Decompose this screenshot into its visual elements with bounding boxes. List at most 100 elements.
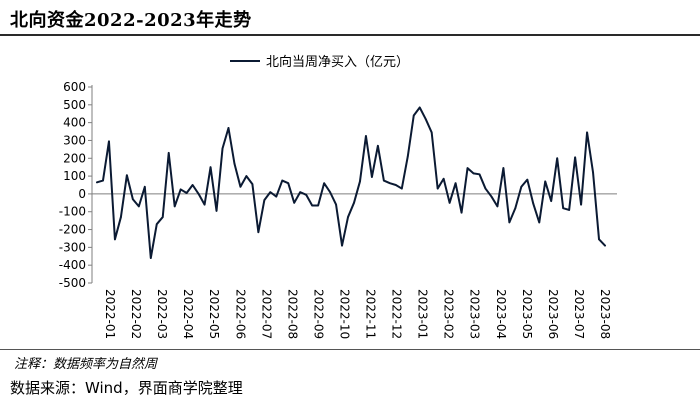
data-point bbox=[323, 182, 325, 185]
data-point bbox=[574, 156, 576, 159]
data-point bbox=[538, 221, 541, 224]
data-point bbox=[335, 203, 337, 206]
x-tick-label: 2022-03 bbox=[155, 289, 169, 339]
data-point bbox=[167, 152, 170, 154]
data-point bbox=[520, 185, 523, 188]
x-tick-label: 2022-05 bbox=[207, 289, 221, 339]
data-point bbox=[604, 244, 606, 247]
data-point bbox=[108, 140, 110, 143]
y-tick-label: -500 bbox=[59, 276, 86, 290]
data-point bbox=[484, 187, 487, 190]
data-point bbox=[347, 216, 349, 218]
y-tick-label: 500 bbox=[63, 98, 86, 112]
data-point bbox=[221, 147, 224, 150]
x-tick-label: 2022-07 bbox=[259, 289, 273, 339]
chart-title: 北向资金2022-2023年走势 bbox=[10, 10, 252, 31]
data-point bbox=[365, 135, 367, 137]
data-point bbox=[209, 166, 212, 168]
data-point bbox=[508, 221, 511, 224]
data-point bbox=[155, 223, 158, 225]
data-point bbox=[353, 202, 355, 204]
data-point bbox=[329, 191, 331, 193]
y-tick-label: 300 bbox=[63, 133, 86, 147]
data-point bbox=[275, 195, 278, 198]
data-point bbox=[317, 204, 319, 207]
legend: 北向当周净买入（亿元） bbox=[230, 54, 409, 70]
data-point bbox=[173, 205, 176, 208]
data-point bbox=[341, 244, 343, 247]
x-tick-label: 2023-07 bbox=[572, 289, 586, 339]
data-point bbox=[299, 191, 302, 193]
line-chart: 北向当周净买入（亿元） 600 500 400 300 200 100 0 -100 -200 -… bbox=[59, 54, 617, 339]
footnote: 注释：数据频率为自然周 bbox=[14, 357, 158, 372]
data-point bbox=[490, 195, 493, 198]
legend-label: 北向当周净买入（亿元） bbox=[266, 54, 409, 70]
data-point bbox=[532, 202, 535, 205]
x-tick-label: 2022-12 bbox=[390, 289, 404, 339]
data-point bbox=[161, 216, 164, 218]
data-point bbox=[96, 181, 98, 184]
data-point bbox=[239, 185, 242, 188]
data-point bbox=[371, 176, 373, 178]
data-point bbox=[412, 114, 415, 117]
data-point bbox=[544, 180, 547, 183]
data-point bbox=[293, 202, 296, 204]
y-tick-label: 400 bbox=[63, 116, 86, 130]
data-point bbox=[102, 179, 104, 182]
data-point bbox=[245, 175, 248, 177]
x-tick-label: 2022-04 bbox=[181, 289, 195, 339]
x-tick-label: 2022-09 bbox=[311, 289, 325, 339]
data-point bbox=[263, 199, 266, 201]
y-tick-label: 600 bbox=[63, 80, 86, 94]
data-point bbox=[138, 205, 140, 208]
data-point bbox=[592, 171, 594, 174]
data-point bbox=[496, 205, 499, 208]
source-credit: 数据来源：Wind，界面商学院整理 bbox=[10, 379, 243, 397]
data-point bbox=[233, 162, 236, 165]
x-tick-label: 2023-03 bbox=[468, 289, 482, 339]
data-point bbox=[430, 131, 433, 134]
data-point bbox=[562, 207, 564, 209]
series-group bbox=[96, 106, 606, 260]
data-point bbox=[401, 187, 403, 190]
title-divider bbox=[0, 34, 700, 36]
data-point bbox=[203, 203, 206, 206]
data-point bbox=[580, 203, 582, 206]
data-point bbox=[287, 182, 290, 185]
data-point bbox=[418, 106, 421, 109]
data-point bbox=[556, 157, 558, 160]
y-tick-label: -200 bbox=[59, 223, 86, 237]
y-tick-label: 0 bbox=[78, 187, 86, 201]
data-point bbox=[466, 167, 469, 169]
data-point bbox=[126, 174, 128, 176]
data-point bbox=[305, 194, 307, 196]
data-point bbox=[269, 191, 272, 193]
data-point bbox=[442, 177, 445, 180]
data-point bbox=[395, 184, 397, 186]
data-point bbox=[197, 193, 200, 195]
data-point bbox=[227, 127, 230, 129]
data-point bbox=[120, 216, 122, 218]
x-tick-label: 2023-05 bbox=[520, 289, 534, 339]
y-axis: 600 500 400 300 200 100 0 -100 -200 -300 -400 -500 bbox=[59, 80, 93, 290]
series-line bbox=[96, 106, 606, 260]
data-point bbox=[389, 182, 391, 185]
x-tick-label: 2022-02 bbox=[129, 289, 143, 339]
footer-divider bbox=[0, 349, 700, 350]
data-point bbox=[377, 145, 379, 147]
data-point bbox=[359, 180, 361, 183]
x-tick-label: 2022-01 bbox=[103, 289, 117, 339]
x-axis: 2022-01 2022-02 2022-03 2022-04 2022-05 2022-… bbox=[92, 193, 617, 339]
y-tick-label: -100 bbox=[59, 205, 86, 219]
data-point bbox=[454, 182, 457, 185]
x-tick-label: 2023-08 bbox=[598, 289, 612, 339]
y-tick-label: -300 bbox=[59, 240, 86, 254]
x-tick-label: 2022-10 bbox=[337, 289, 351, 339]
data-point bbox=[191, 184, 194, 186]
x-tick-label: 2022-08 bbox=[285, 289, 299, 339]
data-point bbox=[185, 192, 188, 194]
data-point bbox=[311, 204, 313, 207]
x-tick-label: 2023-02 bbox=[442, 289, 456, 339]
data-point bbox=[149, 257, 152, 259]
data-point bbox=[406, 155, 409, 158]
